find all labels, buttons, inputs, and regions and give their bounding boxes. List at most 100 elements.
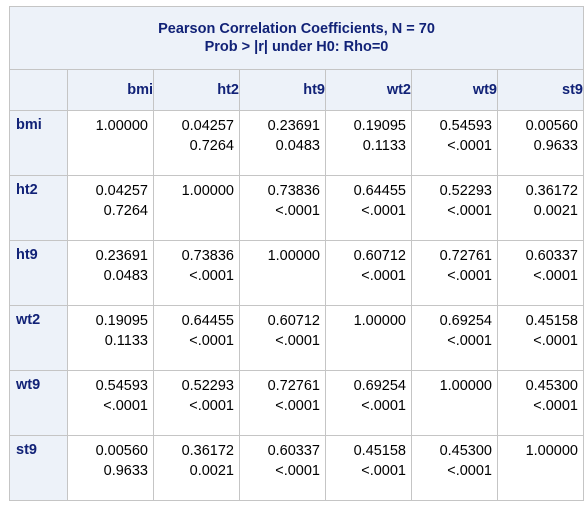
- p-value: <.0001: [361, 203, 406, 219]
- correlation-cell: 0.60337 <.0001: [497, 240, 584, 306]
- row-header: st9: [9, 435, 68, 501]
- correlation-cell: 0.60712 <.0001: [325, 240, 412, 306]
- column-header: wt9: [411, 69, 498, 111]
- row-header: wt2: [9, 305, 68, 371]
- correlation-coefficient: 0.72761: [439, 248, 492, 264]
- p-value: <.0001: [275, 203, 320, 219]
- p-value: <.0001: [361, 398, 406, 414]
- p-value: <.0001: [533, 398, 578, 414]
- correlation-coefficient: 0.54593: [439, 118, 492, 134]
- correlation-cell: 0.69254 <.0001: [411, 305, 498, 371]
- p-value: 0.9633: [533, 138, 578, 154]
- correlation-coefficient: 0.64455: [353, 183, 406, 199]
- correlation-coefficient: 0.36172: [525, 183, 578, 199]
- p-value: <.0001: [447, 463, 492, 479]
- correlation-coefficient: 0.19095: [95, 313, 148, 329]
- column-header: ht2: [153, 69, 240, 111]
- correlation-coefficient: 0.73836: [181, 248, 234, 264]
- correlation-cell: 0.45300 <.0001: [411, 435, 498, 501]
- correlation-coefficient: 0.54593: [95, 378, 148, 394]
- correlation-cell: 0.72761 <.0001: [239, 370, 326, 436]
- p-value: 0.0021: [533, 203, 578, 219]
- p-value: <.0001: [275, 463, 320, 479]
- correlation-table: Pearson Correlation Coefficients, N = 70…: [9, 6, 584, 501]
- p-value: 0.0483: [275, 138, 320, 154]
- correlation-cell: 0.73836 <.0001: [153, 240, 240, 306]
- correlation-cell: 0.23691 0.0483: [67, 240, 154, 306]
- correlation-cell: 0.45158 <.0001: [325, 435, 412, 501]
- correlation-coefficient: 0.36172: [181, 443, 234, 459]
- correlation-cell: 0.23691 0.0483: [239, 110, 326, 176]
- correlation-cell: 0.52293 <.0001: [153, 370, 240, 436]
- correlation-cell: 1.00000: [325, 305, 412, 371]
- table-row: wt9 0.54593 <.0001 0.52293 <.0001 0.72761 <.00…: [9, 370, 584, 436]
- column-header: bmi: [67, 69, 154, 111]
- correlation-coefficient: 0.69254: [439, 313, 492, 329]
- table-row: st9 0.00560 0.9633 0.36172 0.0021 0.60337 <.00…: [9, 435, 584, 501]
- correlation-cell: 0.52293 <.0001: [411, 175, 498, 241]
- correlation-coefficient: 1.00000: [439, 378, 492, 394]
- column-header: ht9: [239, 69, 326, 111]
- correlation-cell: 0.64455 <.0001: [325, 175, 412, 241]
- p-value: <.0001: [533, 268, 578, 284]
- table-row: ht2 0.04257 0.7264 1.00000 0.73836 <.0001 0.64…: [9, 175, 584, 241]
- correlation-coefficient: 0.00560: [95, 443, 148, 459]
- row-header: bmi: [9, 110, 68, 176]
- correlation-cell: 1.00000: [239, 240, 326, 306]
- correlation-cell: 0.36172 0.0021: [497, 175, 584, 241]
- correlation-coefficient: 0.45300: [525, 378, 578, 394]
- correlation-cell: 0.72761 <.0001: [411, 240, 498, 306]
- correlation-coefficient: 1.00000: [181, 183, 234, 199]
- p-value: <.0001: [361, 463, 406, 479]
- correlation-coefficient: 1.00000: [525, 443, 578, 459]
- correlation-coefficient: 1.00000: [95, 118, 148, 134]
- correlation-cell: 0.19095 0.1133: [325, 110, 412, 176]
- correlation-coefficient: 0.60712: [267, 313, 320, 329]
- correlation-cell: 1.00000: [153, 175, 240, 241]
- caption-title: Pearson Correlation Coefficients, N = 70: [158, 21, 435, 37]
- correlation-coefficient: 0.04257: [181, 118, 234, 134]
- correlation-cell: 1.00000: [67, 110, 154, 176]
- correlation-cell: 0.60337 <.0001: [239, 435, 326, 501]
- column-header: wt2: [325, 69, 412, 111]
- correlation-coefficient: 0.52293: [439, 183, 492, 199]
- correlation-coefficient: 0.73836: [267, 183, 320, 199]
- correlation-cell: 0.36172 0.0021: [153, 435, 240, 501]
- p-value: <.0001: [447, 268, 492, 284]
- p-value: <.0001: [189, 333, 234, 349]
- correlation-cell: 0.19095 0.1133: [67, 305, 154, 371]
- header-corner: [9, 69, 68, 111]
- p-value: <.0001: [275, 398, 320, 414]
- row-header: wt9: [9, 370, 68, 436]
- correlation-coefficient: 0.23691: [95, 248, 148, 264]
- correlation-coefficient: 0.45300: [439, 443, 492, 459]
- p-value: <.0001: [447, 138, 492, 154]
- p-value: <.0001: [361, 268, 406, 284]
- p-value: <.0001: [103, 398, 148, 414]
- correlation-cell: 1.00000: [411, 370, 498, 436]
- p-value: <.0001: [447, 333, 492, 349]
- correlation-cell: 0.60712 <.0001: [239, 305, 326, 371]
- p-value: 0.0483: [103, 268, 148, 284]
- correlation-coefficient: 1.00000: [267, 248, 320, 264]
- table-body: bmi 1.00000 0.04257 0.7264 0.23691 0.0483 0.19…: [9, 110, 584, 501]
- correlation-coefficient: 0.60712: [353, 248, 406, 264]
- correlation-cell: 0.04257 0.7264: [153, 110, 240, 176]
- row-header: ht2: [9, 175, 68, 241]
- correlation-cell: 0.45300 <.0001: [497, 370, 584, 436]
- correlation-cell: 0.73836 <.0001: [239, 175, 326, 241]
- correlation-coefficient: 0.60337: [267, 443, 320, 459]
- correlation-coefficient: 0.04257: [95, 183, 148, 199]
- column-header: st9: [497, 69, 584, 111]
- correlation-coefficient: 0.00560: [525, 118, 578, 134]
- correlation-cell: 0.45158 <.0001: [497, 305, 584, 371]
- table-row: bmi 1.00000 0.04257 0.7264 0.23691 0.0483 0.19…: [9, 110, 584, 176]
- p-value: 0.9633: [103, 463, 148, 479]
- p-value: 0.0021: [189, 463, 234, 479]
- correlation-coefficient: 0.19095: [353, 118, 406, 134]
- correlation-cell: 1.00000: [497, 435, 584, 501]
- correlation-cell: 0.69254 <.0001: [325, 370, 412, 436]
- p-value: 0.1133: [362, 138, 406, 154]
- caption-subtitle: Prob > |r| under H0: Rho=0: [204, 39, 389, 55]
- correlation-coefficient: 0.64455: [181, 313, 234, 329]
